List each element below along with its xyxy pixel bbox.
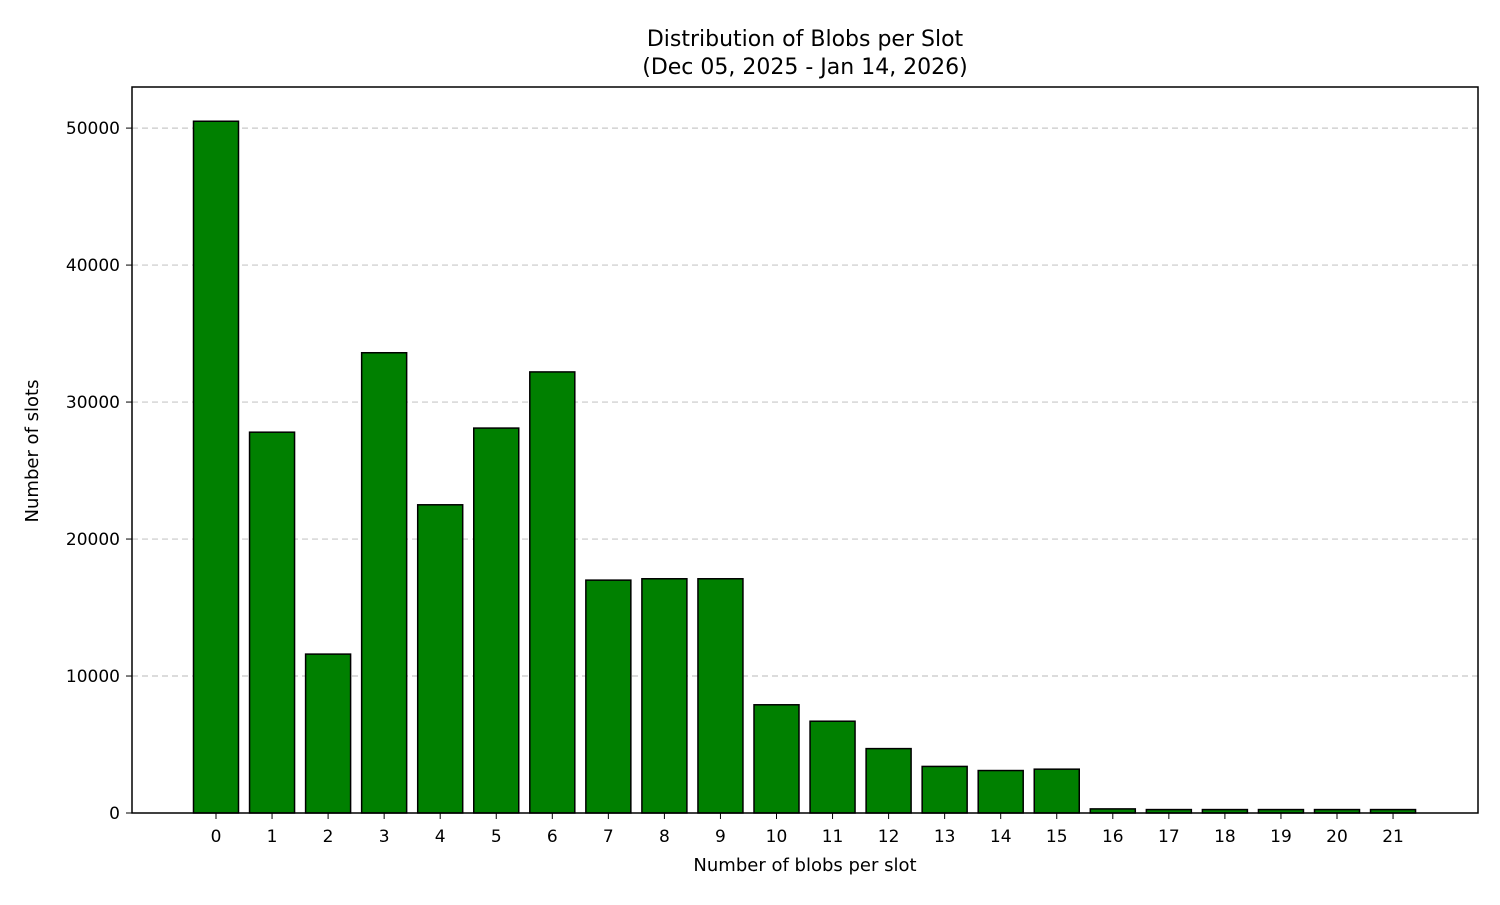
y-axis-ticks: 0 10000 20000 30000 40000 50000 bbox=[66, 119, 132, 824]
x-tick-label: 8 bbox=[659, 827, 670, 847]
bar bbox=[753, 704, 800, 814]
bar bbox=[809, 720, 856, 814]
x-tick-label: 12 bbox=[878, 827, 900, 847]
bars bbox=[192, 120, 1417, 814]
x-axis-label: Number of blobs per slot bbox=[693, 855, 916, 876]
y-tick-label: 20000 bbox=[66, 530, 120, 550]
y-tick-label: 50000 bbox=[66, 119, 120, 139]
x-tick-label: 10 bbox=[766, 827, 788, 847]
x-tick-label: 21 bbox=[1382, 827, 1404, 847]
x-tick-label: 5 bbox=[491, 827, 502, 847]
x-tick-label: 19 bbox=[1270, 827, 1292, 847]
x-axis-ticks: 0 1 2 3 4 5 6 7 8 9 10 11 12 13 14 15 16 17 18 19 20 21 bbox=[211, 813, 1404, 847]
x-tick-label: 7 bbox=[603, 827, 614, 847]
x-tick-label: 6 bbox=[547, 827, 558, 847]
x-tick-label: 14 bbox=[990, 827, 1012, 847]
y-tick-label: 0 bbox=[109, 804, 120, 824]
bar bbox=[192, 120, 240, 814]
x-tick-label: 17 bbox=[1158, 827, 1180, 847]
x-tick-label: 3 bbox=[379, 827, 390, 847]
bar bbox=[360, 351, 408, 814]
bar bbox=[977, 769, 1024, 814]
bar bbox=[1033, 768, 1080, 814]
bar bbox=[641, 578, 688, 814]
x-tick-label: 4 bbox=[435, 827, 446, 847]
y-tick-label: 40000 bbox=[66, 256, 120, 276]
x-tick-label: 18 bbox=[1214, 827, 1236, 847]
plot-frame bbox=[131, 86, 1479, 814]
x-tick-label: 16 bbox=[1102, 827, 1124, 847]
x-tick-label: 1 bbox=[267, 827, 278, 847]
bar bbox=[529, 371, 576, 814]
x-tick-label: 20 bbox=[1326, 827, 1348, 847]
bar bbox=[248, 431, 296, 814]
y-axis-label: Number of slots bbox=[22, 380, 43, 523]
chart-title: Distribution of Blobs per Slot bbox=[647, 27, 964, 52]
x-tick-label: 0 bbox=[211, 827, 222, 847]
bar bbox=[304, 653, 352, 814]
x-tick-label: 13 bbox=[934, 827, 956, 847]
bar bbox=[416, 504, 464, 814]
bar bbox=[473, 427, 520, 814]
x-tick-label: 11 bbox=[822, 827, 844, 847]
x-tick-label: 9 bbox=[715, 827, 726, 847]
gridlines bbox=[132, 127, 1478, 677]
chart-subtitle: (Dec 05, 2025 - Jan 14, 2026) bbox=[642, 55, 968, 80]
x-tick-label: 15 bbox=[1046, 827, 1068, 847]
y-tick-label: 30000 bbox=[66, 393, 120, 413]
bar bbox=[865, 747, 912, 814]
y-tick-label: 10000 bbox=[66, 667, 120, 687]
x-tick-label: 2 bbox=[323, 827, 334, 847]
bar bbox=[697, 578, 744, 814]
bar bbox=[585, 579, 632, 814]
bar bbox=[921, 765, 968, 814]
